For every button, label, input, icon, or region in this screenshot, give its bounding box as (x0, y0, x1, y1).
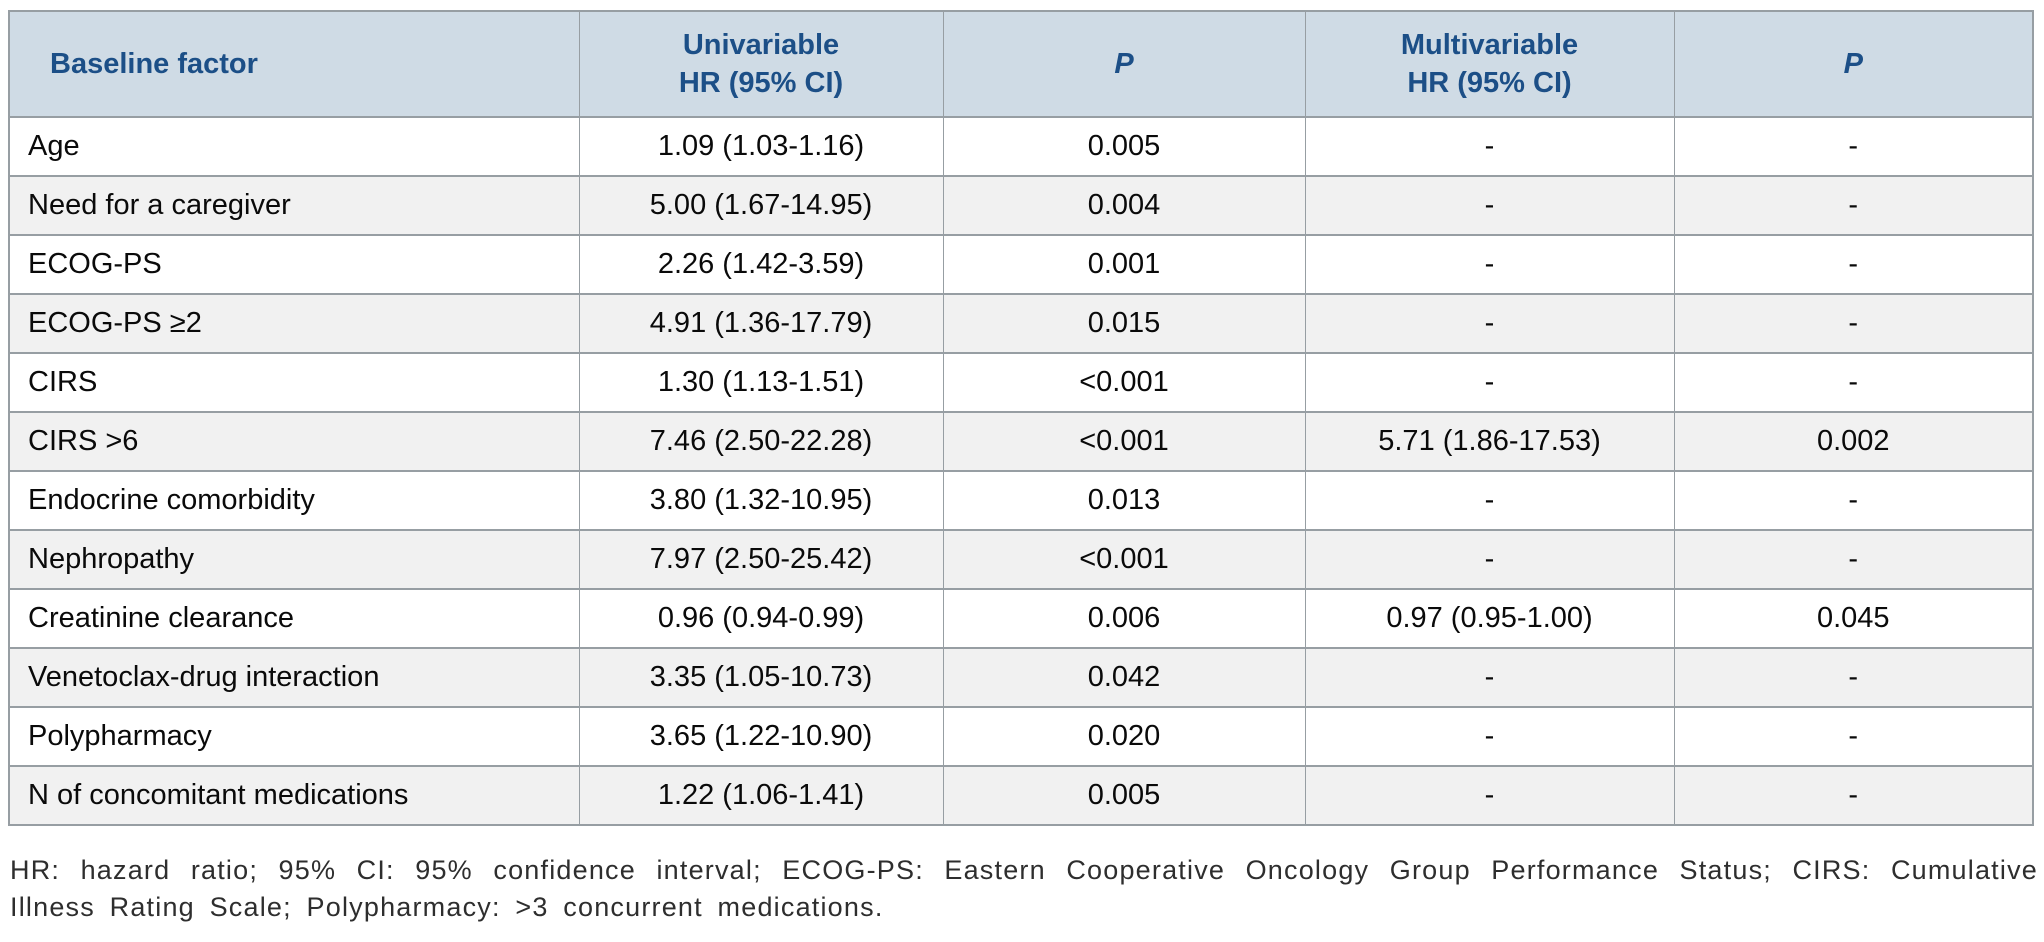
multivariable-hr-cell: - (1304, 706, 1675, 767)
factor-cell: Polypharmacy (8, 706, 580, 767)
col-header-label: P (1843, 48, 1863, 80)
col-header-sublabel: HR (95% CI) (1407, 67, 1572, 99)
multivariable-p-cell: - (1673, 234, 2034, 295)
col-header-label: Multivariable (1400, 29, 1579, 61)
col-header-label: Univariable (682, 29, 840, 61)
col-header-multivariable-p: P (1673, 10, 2034, 118)
factor-cell: Need for a caregiver (8, 175, 580, 236)
factor-cell: Endocrine comorbidity (8, 470, 580, 531)
col-header-univariable-hr: Univariable HR (95% CI) (578, 10, 944, 118)
factor-cell: ECOG-PS ≥2 (8, 293, 580, 354)
univariable-hr-cell: 1.30 (1.13-1.51) (578, 352, 944, 413)
factor-cell: Venetoclax-drug interaction (8, 647, 580, 708)
multivariable-hr-cell: - (1304, 470, 1675, 531)
table-row: Creatinine clearance 0.96 (0.94-0.99) 0.00… (8, 588, 2034, 649)
hazard-ratio-table: Baseline factor Univariable HR (95% CI) … (8, 10, 2034, 826)
table-row: N of concomitant medications 1.22 (1.06-1… (8, 765, 2034, 826)
factor-cell: N of concomitant medications (8, 765, 580, 826)
multivariable-p-cell: - (1673, 470, 2034, 531)
col-header-label: P (1114, 48, 1134, 80)
multivariable-hr-cell: 5.71 (1.86-17.53) (1304, 411, 1675, 472)
univariable-p-cell: 0.004 (942, 175, 1306, 236)
table-row: Need for a caregiver 5.00 (1.67-14.95) 0.0… (8, 175, 2034, 236)
univariable-p-cell: 0.005 (942, 765, 1306, 826)
univariable-p-cell: 0.006 (942, 588, 1306, 649)
multivariable-p-cell: - (1673, 529, 2034, 590)
table-row: Polypharmacy 3.65 (1.22-10.90) 0.020- - (8, 706, 2034, 767)
factor-cell: CIRS >6 (8, 411, 580, 472)
univariable-p-cell: 0.015 (942, 293, 1306, 354)
univariable-p-cell: 0.001 (942, 234, 1306, 295)
table-row: CIRS >6 7.46 (2.50-22.28) <0.001 5.71 (1.86… (8, 411, 2034, 472)
multivariable-p-cell: - (1673, 293, 2034, 354)
factor-cell: Creatinine clearance (8, 588, 580, 649)
multivariable-p-cell: - (1673, 116, 2034, 177)
univariable-hr-cell: 7.97 (2.50-25.42) (578, 529, 944, 590)
univariable-hr-cell: 3.35 (1.05-10.73) (578, 647, 944, 708)
univariable-p-cell: <0.001 (942, 352, 1306, 413)
multivariable-hr-cell: - (1304, 529, 1675, 590)
col-header-baseline-factor: Baseline factor (8, 10, 580, 118)
factor-cell: CIRS (8, 352, 580, 413)
multivariable-p-cell: 0.002 (1673, 411, 2034, 472)
univariable-hr-cell: 4.91 (1.36-17.79) (578, 293, 944, 354)
univariable-hr-cell: 1.22 (1.06-1.41) (578, 765, 944, 826)
multivariable-p-cell: - (1673, 706, 2034, 767)
multivariable-p-cell: - (1673, 352, 2034, 413)
multivariable-hr-cell: - (1304, 234, 1675, 295)
col-header-multivariable-hr: Multivariable HR (95% CI) (1304, 10, 1675, 118)
col-header-label: Baseline factor (50, 48, 258, 80)
univariable-hr-cell: 2.26 (1.42-3.59) (578, 234, 944, 295)
univariable-p-cell: <0.001 (942, 529, 1306, 590)
univariable-hr-cell: 3.65 (1.22-10.90) (578, 706, 944, 767)
multivariable-p-cell: - (1673, 765, 2034, 826)
factor-cell: Age (8, 116, 580, 177)
multivariable-hr-cell: - (1304, 116, 1675, 177)
table-row: Nephropathy 7.97 (2.50-25.42) <0.001- - (8, 529, 2034, 590)
table-row: Age 1.09 (1.03-1.16) 0.005- - (8, 116, 2034, 177)
multivariable-hr-cell: - (1304, 352, 1675, 413)
multivariable-p-cell: - (1673, 647, 2034, 708)
multivariable-hr-cell: - (1304, 293, 1675, 354)
header-row: Baseline factor Univariable HR (95% CI) … (8, 10, 2034, 118)
col-header-univariable-p: P (942, 10, 1306, 118)
table-row: ECOG-PS ≥2 4.91 (1.36-17.79) 0.015- - (8, 293, 2034, 354)
univariable-hr-cell: 1.09 (1.03-1.16) (578, 116, 944, 177)
table-row: Endocrine comorbidity 3.80 (1.32-10.95) 0.… (8, 470, 2034, 531)
univariable-hr-cell: 5.00 (1.67-14.95) (578, 175, 944, 236)
multivariable-p-cell: 0.045 (1673, 588, 2034, 649)
footnote: HR: hazard ratio; 95% CI: 95% confidence… (10, 855, 2038, 922)
col-header-sublabel: HR (95% CI) (678, 67, 844, 99)
table-row: ECOG-PS 2.26 (1.42-3.59) 0.001- - (8, 234, 2034, 295)
table-row: CIRS 1.30 (1.13-1.51) <0.001- - (8, 352, 2034, 413)
univariable-hr-cell: 0.96 (0.94-0.99) (578, 588, 944, 649)
table-row: Venetoclax-drug interaction 3.35 (1.05-10… (8, 647, 2034, 708)
multivariable-hr-cell: - (1304, 765, 1675, 826)
univariable-p-cell: 0.005 (942, 116, 1306, 177)
multivariable-p-cell: - (1673, 175, 2034, 236)
univariable-p-cell: 0.042 (942, 647, 1306, 708)
univariable-hr-cell: 3.80 (1.32-10.95) (578, 470, 944, 531)
multivariable-hr-cell: - (1304, 647, 1675, 708)
table-body: Age 1.09 (1.03-1.16) 0.005- - Need for a car… (8, 116, 2034, 826)
factor-cell: Nephropathy (8, 529, 580, 590)
univariable-p-cell: <0.001 (942, 411, 1306, 472)
univariable-hr-cell: 7.46 (2.50-22.28) (578, 411, 944, 472)
univariable-p-cell: 0.020 (942, 706, 1306, 767)
multivariable-hr-cell: 0.97 (0.95-1.00) (1304, 588, 1675, 649)
univariable-p-cell: 0.013 (942, 470, 1306, 531)
multivariable-hr-cell: - (1304, 175, 1675, 236)
factor-cell: ECOG-PS (8, 234, 580, 295)
